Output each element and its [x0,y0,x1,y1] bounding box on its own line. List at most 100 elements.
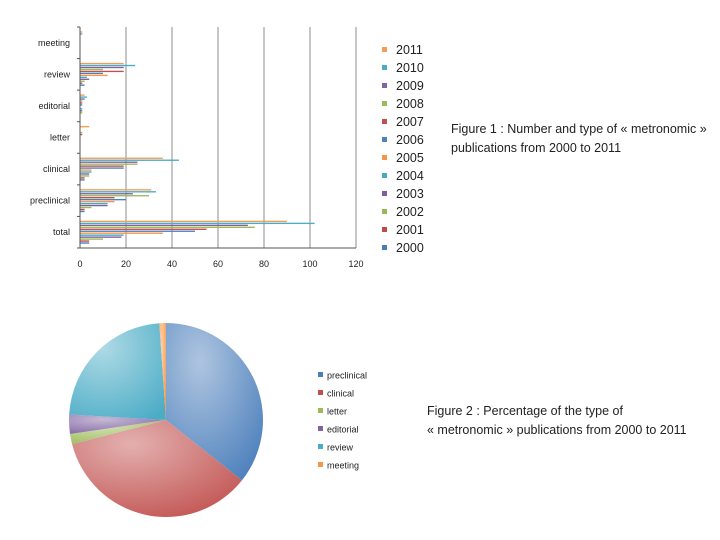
bar-editorial-2010 [80,96,87,98]
bar-review-2010 [80,64,136,67]
x-tick-label: 40 [167,259,177,269]
bar-review-2009 [80,66,124,69]
bar-review-2005 [80,74,108,77]
y-category-label: meeting [38,38,70,48]
legend-swatch-2011 [382,47,387,52]
legend-swatch-2002 [382,209,387,214]
y-category-label: review [44,69,71,79]
bar-review-2002 [80,80,85,82]
bar-review-2007 [80,70,124,73]
bar-letter-2008 [80,131,83,134]
bar-letter-2007 [80,133,83,136]
legend-swatch-2004 [382,173,387,178]
x-tick-label: 100 [302,259,317,269]
bar-chart: 0 20 40 60 80 100 120 total preclinical clinical l… [30,26,424,269]
bar-editorial-2007 [80,102,83,104]
bar-clinical-2011 [80,157,163,159]
pie-legend-label-meeting: meeting [327,461,359,471]
legend-label-2003: 2003 [396,187,424,201]
pie-legend-label-preclinical: preclinical [327,371,367,381]
bar-clinical-2003 [80,173,90,175]
x-tick-label: 0 [77,259,82,269]
bar-preclinical-2007 [80,197,115,199]
bar-preclinical-2008 [80,195,149,197]
legend-label-2001: 2001 [396,223,424,237]
bar-total-2009 [80,224,248,227]
bar-total-2008 [80,226,255,228]
bar-meeting-2010 [80,33,83,35]
bar-editorial-2002 [80,112,83,114]
legend-label-2010: 2010 [396,61,424,75]
bar-total-2005 [80,232,163,234]
pie-slice-editorial [69,414,166,434]
figure1-caption-line1: Figure 1 : Number and type of « metronom… [451,122,707,136]
bar-total-2007 [80,228,207,230]
bar-total-2000 [80,242,90,244]
x-tick-label: 120 [348,259,363,269]
bar-editorial-2009 [80,98,85,100]
bar-preclinical-2006 [80,198,126,201]
bar-total-2006 [80,230,195,232]
bar-review-2008 [80,68,103,71]
pie-legend-label-letter: letter [327,407,347,417]
bar-editorial-2008 [80,100,83,102]
figure2-caption-line1: Figure 2 : Percentage of the type of [427,404,623,418]
bar-review-2003 [80,78,90,80]
pie-legend-swatch-review [318,444,323,449]
bar-preclinical-2009 [80,193,133,195]
legend-swatch-2000 [382,245,387,250]
pie-slice-preclinical [166,323,263,481]
x-tick-label: 80 [259,259,269,269]
bar-total-2003 [80,236,122,238]
bar-clinical-2000 [80,179,85,181]
pie-slice-letter [70,420,166,445]
pie-slice-review [69,323,166,420]
legend-swatch-2008 [382,101,387,106]
bar-clinical-2009 [80,161,138,163]
legend-swatch-2006 [382,137,387,142]
figure1-caption: Figure 1 : Number and type of « metronom… [451,120,707,158]
bar-review-2000 [80,84,85,86]
bar-preclinical-2001 [80,208,85,211]
pie-legend-label-clinical: clinical [327,389,354,399]
bar-total-2002 [80,238,103,240]
figure2-caption: Figure 2 : Percentage of the type of « m… [427,402,687,440]
bar-clinical-2004 [80,171,92,173]
pie-legend-label-review: review [327,443,354,453]
legend-swatch-2001 [382,227,387,232]
legend-label-2000: 2000 [396,241,424,255]
bar-review-2006 [80,72,103,75]
pie-legend-swatch-preclinical [318,372,323,377]
bar-clinical-2002 [80,175,90,177]
x-tick-label: 20 [121,259,131,269]
bar-preclinical-2000 [80,210,85,213]
bar-preclinical-2005 [80,200,115,203]
bar-total-2001 [80,240,90,242]
bar-review-2004 [80,76,87,78]
bar-clinical-2008 [80,163,138,165]
pie-chart: preclinical clinical letter editorial review… [69,323,367,517]
figure2-caption-line2: « metronomic » publications from 2000 to… [427,423,687,437]
x-tick-label: 60 [213,259,223,269]
bar-review-2011 [80,62,124,65]
bar-editorial-2003 [80,110,83,112]
legend-swatch-2005 [382,155,387,160]
bar-clinical-2007 [80,165,124,167]
y-category-label: clinical [43,164,70,174]
bar-review-2001 [80,82,83,84]
y-category-label: preclinical [30,196,70,206]
bar-total-2011 [80,220,287,223]
bar-editorial-2004 [80,108,83,110]
y-category-label: total [53,227,70,237]
bar-clinical-2010 [80,159,179,161]
legend-label-2004: 2004 [396,169,424,183]
bar-preclinical-2004 [80,202,108,205]
legend-label-2005: 2005 [396,151,424,165]
legend-label-2008: 2008 [396,97,424,111]
bar-preclinical-2011 [80,189,152,191]
bar-total-2010 [80,222,315,225]
pie-legend-swatch-letter [318,408,323,413]
bar-clinical-2001 [80,177,85,179]
legend-label-2002: 2002 [396,205,424,219]
pie-legend-swatch-meeting [318,462,323,467]
